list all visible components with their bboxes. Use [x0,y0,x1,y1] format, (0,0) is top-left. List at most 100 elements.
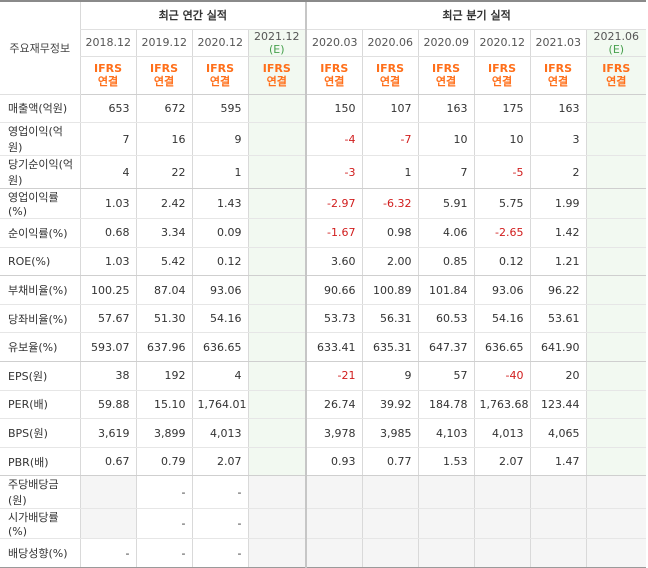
basis-consolidated: 연결 [266,75,287,88]
table-cell: 5.42 [135,247,192,277]
annual-group-header: 최근 연간 실적 [79,0,307,30]
period-label: 2018.12 [85,36,132,49]
table-cell [247,122,307,157]
estimate-mark: (E) [268,42,285,56]
table-cell [417,538,475,568]
basis-header: IFRS 연결 [529,56,587,95]
row-label: 유보율(%) [0,332,80,363]
table-cell: 53.73 [305,304,363,334]
row-label: 당좌비율(%) [0,304,80,334]
row-label: PBR(배) [0,447,80,477]
table-cell: -3 [305,155,363,190]
table-cell: 4.06 [417,218,475,248]
table-cell [361,475,419,510]
table-cell [585,275,647,305]
basis-header: IFRS 연결 [79,56,136,95]
table-cell: - [191,508,248,540]
row-label: EPS(원) [0,361,80,391]
table-cell: 96.22 [529,275,587,305]
table-cell: 59.88 [79,390,136,420]
period-header: 2019.12 [135,29,192,57]
table-cell: 51.30 [135,304,192,334]
period-label: 2021.03 [535,36,582,49]
table-cell: 672 [135,94,192,124]
table-cell [585,122,647,157]
table-row: 순이익률(%) 0.68 3.34 0.09 -1.67 0.98 4.06 -2.65 1.4… [0,218,647,248]
table-cell: 636.65 [473,332,531,363]
period-header: 2021.06 (E) [585,29,647,57]
basis-consolidated: 연결 [324,75,345,88]
table-row: PER(배) 59.88 15.10 1,764.01 26.74 39.92 184.78… [0,390,647,420]
basis-header: IFRS 연결 [191,56,248,95]
table-row: 영업이익(억원) 7 16 9 -4 -7 10 10 3 [0,122,647,157]
table-row: 매출액(억원) 653 672 595 150 107 163 175 163 [0,94,647,124]
table-cell: 5.91 [417,188,475,220]
table-cell: 2 [529,155,587,190]
table-cell: 150 [305,94,363,124]
table-cell: 3,899 [135,418,192,448]
row-label: 당기순이익(억원) [0,155,80,190]
basis-header: IFRS 연결 [417,56,475,95]
table-cell: 57.67 [79,304,136,334]
table-cell [417,508,475,540]
table-cell: 93.06 [473,275,531,305]
table-cell: 635.31 [361,332,419,363]
table-cell: 3.34 [135,218,192,248]
table-cell: 1 [361,155,419,190]
table-cell: 641.90 [529,332,587,363]
table-cell: 3,985 [361,418,419,448]
table-cell: -6.32 [361,188,419,220]
quarter-group-header: 최근 분기 실적 [305,0,647,30]
table-cell: 38 [79,361,136,391]
table-cell: 0.93 [305,447,363,477]
table-cell [585,188,647,220]
table-cell: 9 [191,122,248,157]
basis-header: IFRS 연결 [361,56,419,95]
table-cell: 636.65 [191,332,248,363]
basis-consolidated: 연결 [435,75,457,88]
basis-consolidated: 연결 [547,75,569,88]
table-cell: 595 [191,94,248,124]
table-row: 유보율(%) 593.07 637.96 636.65 633.41 635.31 647.… [0,332,647,363]
table-cell: 7 [417,155,475,190]
row-label-header: 주요재무정보 [0,0,80,95]
basis-consolidated: 연결 [491,75,513,88]
table-cell [247,218,307,248]
table-cell: 22 [135,155,192,190]
table-cell: 9 [361,361,419,391]
table-cell: -1.67 [305,218,363,248]
table-cell: 0.85 [417,247,475,277]
table-cell: 60.53 [417,304,475,334]
table-cell: 93.06 [191,275,248,305]
table-cell: 123.44 [529,390,587,420]
table-cell: 53.61 [529,304,587,334]
table-cell: 2.07 [191,447,248,477]
table-cell: 4 [79,155,136,190]
basis-ifrs: IFRS [432,62,461,75]
table-cell [585,538,647,568]
basis-consolidated: 연결 [209,75,231,88]
table-cell [585,361,647,391]
row-label: 영업이익(억원) [0,122,80,157]
table-cell [417,475,475,510]
table-cell: -40 [473,361,531,391]
table-cell [473,508,531,540]
table-cell [247,447,307,477]
table-cell: 0.68 [79,218,136,248]
table-cell: 16 [135,122,192,157]
period-label: 2020.12 [479,36,526,49]
table-cell [585,94,647,124]
table-cell: 1.03 [79,188,136,220]
table-cell [247,475,307,510]
table-cell [529,538,587,568]
table-cell: 107 [361,94,419,124]
table-row: 시가배당률(%) - - [0,508,647,540]
table-cell: - [191,538,248,568]
basis-consolidated: 연결 [153,75,175,88]
period-header: 2021.03 [529,29,587,57]
table-cell: 4,103 [417,418,475,448]
table-cell: 4 [191,361,248,391]
table-cell [305,508,363,540]
table-cell: 2.07 [473,447,531,477]
